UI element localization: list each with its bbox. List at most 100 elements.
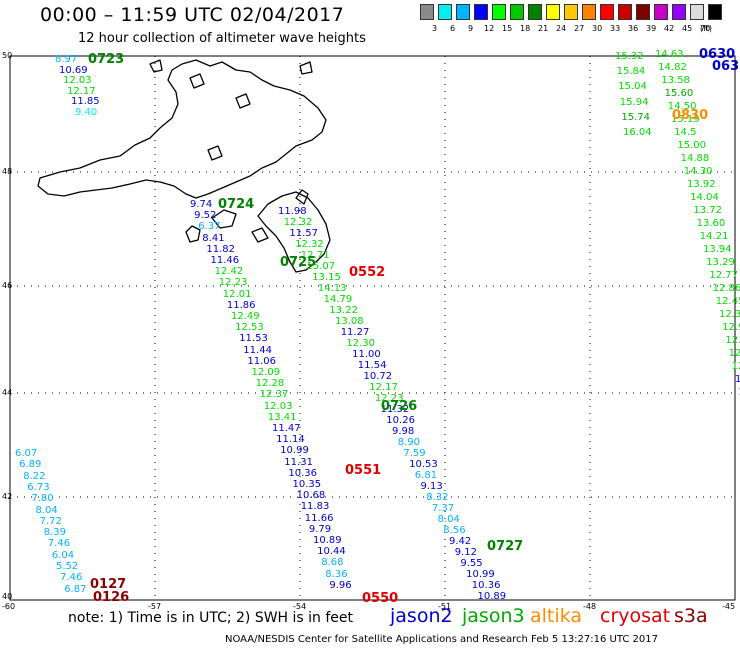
wave-height-value: 15.19 bbox=[671, 114, 700, 125]
lat-label-44: 44 bbox=[2, 388, 13, 397]
wave-height-value: 11.47 bbox=[272, 423, 301, 434]
wave-height-value: 7.46 bbox=[47, 538, 71, 550]
wave-height-value: 12.44 bbox=[725, 335, 740, 346]
map-border bbox=[9, 55, 736, 601]
wave-height-value: 8.97 bbox=[55, 54, 78, 65]
legend-swatch bbox=[474, 4, 488, 20]
wave-height-value: 12.03 bbox=[263, 400, 293, 412]
wave-height-value: 11.32 bbox=[380, 404, 410, 415]
legend-tick-label: 36 bbox=[628, 24, 639, 33]
legend-tick-label: 45 bbox=[682, 24, 693, 33]
footer-credit: NOAA/NESDIS Center for Satellite Applica… bbox=[225, 634, 658, 645]
legend-tick-label: 3 bbox=[432, 24, 438, 33]
wave-height-value: 12.30 bbox=[346, 338, 376, 349]
legend-tick-label: 18 bbox=[520, 24, 531, 33]
wave-height-value: 14.79 bbox=[323, 294, 353, 305]
wave-height-value: 10.89 bbox=[477, 591, 507, 602]
legend-swatch bbox=[492, 4, 506, 20]
wave-height-value: 13.94 bbox=[703, 244, 732, 255]
legend-swatch bbox=[708, 4, 722, 20]
wave-height-value: 11. bbox=[735, 374, 740, 385]
legend-swatch bbox=[672, 4, 686, 20]
wave-height-value: 10.69 bbox=[59, 64, 88, 76]
legend-swatch bbox=[510, 4, 524, 20]
wave-height-value: 12.01 bbox=[222, 288, 252, 300]
lon-label-48: -48 bbox=[583, 602, 597, 611]
wave-height-value: 8.22 bbox=[23, 470, 46, 482]
legend-tick-label: 42 bbox=[664, 24, 675, 33]
wave-height-value: 11.06 bbox=[247, 355, 277, 367]
wave-height-value: 11.00 bbox=[352, 349, 381, 360]
wave-height-value: 7.72 bbox=[39, 515, 62, 527]
wave-height-value: 12.0 bbox=[731, 361, 740, 372]
wave-height-value: 10.72 bbox=[363, 371, 393, 382]
sat-label-jason3: jason3 bbox=[462, 605, 525, 627]
lon-label-54: -54 bbox=[293, 602, 307, 611]
wave-height-value: 9.98 bbox=[392, 426, 415, 437]
wave-height-value: 14.88 bbox=[680, 153, 710, 164]
wave-height-value: 11.46 bbox=[210, 255, 240, 266]
wave-height-value: 10.89 bbox=[313, 535, 342, 546]
legend-swatch bbox=[564, 4, 578, 20]
wave-height-value: 15.94 bbox=[619, 96, 649, 108]
wave-height-value: 9.55 bbox=[460, 558, 483, 569]
time-label-0726: 0726 bbox=[381, 399, 418, 414]
wave-height-value: 6.87 bbox=[64, 583, 87, 595]
wave-height-value: 16.04 bbox=[623, 127, 652, 138]
footer-note: note: 1) Time is in UTC; 2) SWH is in fe… bbox=[68, 610, 354, 626]
wave-height-value: 12.17 bbox=[67, 85, 96, 97]
legend-swatch bbox=[618, 4, 632, 20]
wave-height-value: 9.13 bbox=[420, 481, 443, 492]
wave-height-value: 12.23 bbox=[374, 393, 404, 404]
wave-height-value: 10.26 bbox=[386, 415, 415, 426]
time-label-0127: 0127 bbox=[90, 577, 127, 592]
wave-height-value: 12.32 bbox=[719, 309, 740, 320]
wave-height-value: 8.39 bbox=[43, 527, 66, 539]
wave-height-value: 9.79 bbox=[308, 523, 332, 535]
wave-height-value: 13.92 bbox=[687, 179, 716, 190]
wave-height-value: 13.29 bbox=[706, 257, 735, 268]
wave-height-value: 9.96 bbox=[329, 579, 352, 591]
time-label-0551: 0551 bbox=[345, 463, 382, 478]
wave-height-value: 8.68 bbox=[321, 557, 344, 569]
wave-height-value: 5.52 bbox=[56, 561, 79, 572]
wave-height-value: 12.92 bbox=[722, 322, 740, 333]
wave-height-value: 11.53 bbox=[239, 333, 268, 345]
wave-height-value: 8.41 bbox=[202, 232, 225, 244]
wave-height-value: 12.42 bbox=[214, 266, 244, 278]
wave-height-value: 12.45 bbox=[715, 296, 740, 307]
wave-height-value: 12.1 bbox=[728, 348, 740, 359]
wave-height-value: 11.85 bbox=[71, 96, 100, 107]
wave-height-value: 12.17 bbox=[369, 382, 398, 393]
wave-height-value: 10.99 bbox=[466, 569, 495, 580]
wave-height-value: 13.41 bbox=[267, 411, 297, 423]
wave-height-value: 6.37 bbox=[198, 221, 221, 233]
wave-height-value: 8.04 bbox=[437, 514, 460, 525]
wave-height-value: 15.84 bbox=[616, 66, 646, 78]
wave-height-value: 11.44 bbox=[243, 344, 272, 356]
legend-swatch bbox=[600, 4, 614, 20]
wave-height-value: 8.32 bbox=[426, 492, 449, 503]
wave-height-value: 15.00 bbox=[677, 140, 707, 151]
wave-height-value: 8.90 bbox=[397, 437, 420, 448]
wave-height-value: 14.82 bbox=[658, 62, 687, 73]
time-label-0725: 0725 bbox=[280, 255, 317, 270]
wave-height-value: 13.58 bbox=[661, 75, 691, 86]
wave-height-value: 12.09 bbox=[251, 367, 281, 378]
wave-height-value: 10.68 bbox=[296, 490, 326, 502]
page-title: 00:00 – 11:59 UTC 02/04/2017 bbox=[40, 4, 345, 26]
wave-height-value: 6.73 bbox=[27, 481, 50, 493]
wave-height-value: 14.21 bbox=[699, 231, 729, 242]
wave-height-value: 11.66 bbox=[304, 512, 334, 524]
wave-height-value: 10.44 bbox=[317, 546, 346, 558]
wave-height-value: 13.15 bbox=[312, 272, 341, 283]
legend-tick-label: 6 bbox=[450, 24, 456, 33]
coastline bbox=[37, 59, 331, 273]
legend-swatch bbox=[528, 4, 542, 20]
lat-label-50: 50 bbox=[2, 51, 13, 60]
wave-height-value: 13.72 bbox=[693, 205, 723, 216]
time-label-0724: 0724 bbox=[218, 197, 255, 212]
time-label-063: 063 bbox=[712, 59, 740, 74]
wave-height-value: 14.5 bbox=[674, 127, 697, 138]
wave-height-value: 12.28 bbox=[255, 378, 285, 390]
